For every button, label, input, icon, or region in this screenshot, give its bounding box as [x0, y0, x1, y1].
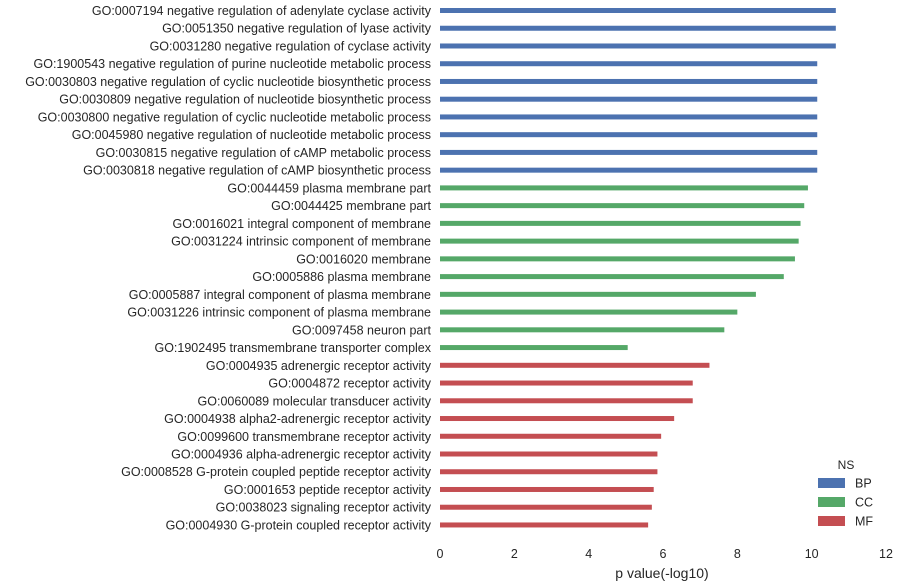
- x-tick-label: 6: [660, 547, 667, 561]
- x-tick-label: 0: [437, 547, 444, 561]
- category-label: GO:0016020 membrane: [296, 252, 431, 266]
- bar: [440, 167, 818, 173]
- bar: [440, 43, 836, 49]
- legend-label: BP: [855, 477, 872, 491]
- bar: [440, 504, 652, 510]
- x-tick-label: 4: [585, 547, 592, 561]
- category-label: GO:1900543 negative regulation of purine…: [34, 57, 431, 71]
- bar: [440, 220, 801, 226]
- category-labels: GO:0007194 negative regulation of adenyl…: [25, 4, 432, 532]
- category-label: GO:0030815 negative regulation of cAMP m…: [96, 146, 431, 160]
- legend-swatch: [818, 478, 845, 488]
- legend-label: MF: [855, 515, 873, 529]
- bar: [440, 433, 662, 439]
- category-label: GO:0004930 G-protein coupled receptor ac…: [166, 518, 432, 532]
- bar: [440, 132, 818, 138]
- bar: [440, 327, 725, 333]
- category-label: GO:0031226 intrinsic component of plasma…: [127, 306, 431, 320]
- x-tick-label: 8: [734, 547, 741, 561]
- bar: [440, 185, 808, 191]
- bar: [440, 25, 836, 31]
- legend-swatch: [818, 497, 845, 507]
- category-label: GO:0097458 neuron part: [292, 323, 432, 337]
- bar: [440, 291, 756, 297]
- category-label: GO:0016021 integral component of membran…: [173, 217, 432, 231]
- legend-swatch: [818, 516, 845, 526]
- bar: [440, 96, 818, 102]
- category-label: GO:0001653 peptide receptor activity: [224, 483, 432, 497]
- bar: [440, 149, 818, 155]
- bar: [440, 256, 795, 262]
- bar: [440, 345, 628, 351]
- bar: [440, 416, 675, 422]
- category-label: GO:0031280 negative regulation of cyclas…: [150, 39, 432, 53]
- legend-label: CC: [855, 496, 873, 510]
- bar: [440, 203, 805, 209]
- x-tick-label: 12: [879, 547, 893, 561]
- bar: [440, 274, 784, 280]
- category-label: GO:0005886 plasma membrane: [252, 270, 431, 284]
- bar: [440, 61, 818, 67]
- category-label: GO:0030818 negative regulation of cAMP b…: [83, 164, 431, 178]
- bar: [440, 522, 649, 528]
- category-label: GO:0051350 negative regulation of lyase …: [162, 22, 432, 36]
- category-label: GO:0044425 membrane part: [271, 199, 431, 213]
- category-label: GO:0031224 intrinsic component of membra…: [171, 235, 431, 249]
- bar: [440, 398, 693, 404]
- bar: [440, 114, 818, 120]
- x-tick-labels: 0 2 4 6 8 10 12: [437, 547, 893, 561]
- category-label: GO:1902495 transmembrane transporter com…: [154, 341, 431, 355]
- category-label: GO:0044459 plasma membrane part: [227, 181, 431, 195]
- bar: [440, 362, 710, 368]
- x-tick-label: 10: [805, 547, 819, 561]
- bar: [440, 486, 654, 492]
- category-label: GO:0007194 negative regulation of adenyl…: [92, 4, 432, 18]
- legend-title: NS: [838, 458, 855, 472]
- category-label: GO:0004936 alpha-adrenergic receptor act…: [171, 448, 432, 462]
- bar: [440, 78, 818, 84]
- category-label: GO:0004938 alpha2-adrenergic receptor ac…: [164, 412, 432, 426]
- x-axis-title: p value(-log10): [615, 565, 708, 581]
- x-tick-label: 2: [511, 547, 518, 561]
- bar: [440, 238, 799, 244]
- category-label: GO:0099600 transmembrane receptor activi…: [177, 430, 431, 444]
- legend: NS BP CC MF: [818, 458, 873, 529]
- category-label: GO:0030800 negative regulation of cyclic…: [38, 110, 431, 124]
- category-label: GO:0004872 receptor activity: [268, 377, 431, 391]
- bar: [440, 380, 693, 386]
- category-label: GO:0060089 molecular transducer activity: [198, 394, 432, 408]
- category-label: GO:0038023 signaling receptor activity: [216, 501, 432, 515]
- category-label: GO:0005887 integral component of plasma …: [129, 288, 431, 302]
- bar: [440, 8, 836, 13]
- category-label: GO:0004935 adrenergic receptor activity: [206, 359, 432, 373]
- bar: [440, 469, 658, 475]
- category-label: GO:0008528 G-protein coupled peptide rec…: [121, 465, 432, 479]
- bar: [440, 309, 738, 315]
- category-label: GO:0045980 negative regulation of nucleo…: [72, 128, 431, 142]
- bar: [440, 451, 658, 457]
- category-label: GO:0030809 negative regulation of nucleo…: [59, 93, 431, 107]
- bars: [440, 8, 836, 528]
- category-label: GO:0030803 negative regulation of cyclic…: [25, 75, 431, 89]
